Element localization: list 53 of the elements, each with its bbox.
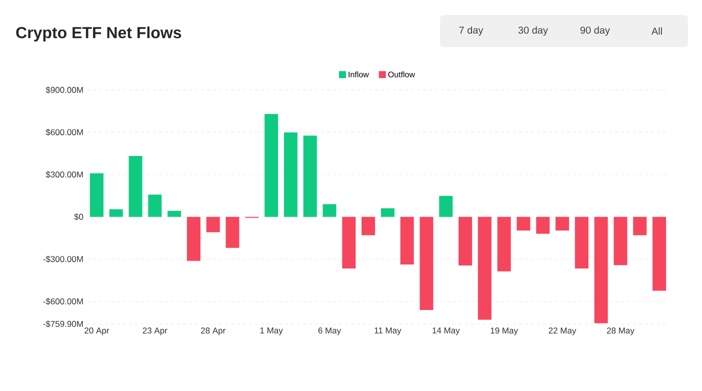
bar [380,208,394,217]
x-tick-label: 6 May [318,328,342,336]
x-tick-label: 28 May [606,328,634,336]
bar [128,156,142,217]
x-tick-label: 1 May [260,328,283,336]
bar [284,132,298,217]
bar [652,216,666,291]
bar [264,114,278,217]
text: 90 day [580,26,610,36]
bar [614,216,628,266]
bar [148,194,162,217]
bar [342,216,356,268]
bar [536,216,550,234]
y-tick-label: -$600.00M [43,298,83,305]
x-tick-label: 11 May [374,328,402,336]
bar [90,173,104,217]
bar [556,216,570,231]
bar [497,216,511,272]
bar [458,216,472,266]
y-tick-label: $0 [74,213,84,220]
bar [206,216,220,232]
bar [594,216,608,324]
bar [303,136,317,217]
y-tick-label: $600.00M [46,128,83,136]
bar [362,216,376,236]
x-tick-label: 22 May [548,328,576,336]
x-tick-label: 14 May [432,328,460,336]
bar [400,216,414,265]
bar [109,209,123,217]
y-tick-label: $900.00M [46,86,83,94]
bar [574,216,588,268]
x-tick-label: 19 May [490,328,518,336]
bar [516,216,530,231]
y-tick-label: $300.00M [46,171,83,178]
legend-label: Inflow [348,71,369,78]
y-tick-label: -$759.90M [43,320,83,328]
bar [186,216,200,261]
text: 30 day [518,26,548,36]
text: 7 day [459,26,484,36]
bar [168,210,182,217]
x-tick-label: 20 Apr [84,328,110,336]
bar [633,216,647,236]
bar [439,196,453,217]
bar [226,216,240,248]
bar [322,204,336,217]
x-tick-label: 28 Apr [201,328,226,336]
text: All [651,27,662,35]
chart-title: Crypto ETF Net Flows [16,26,182,42]
bar [420,216,434,310]
y-tick-label: -$300.00M [43,256,83,263]
x-tick-label: 23 Apr [142,328,168,336]
bar [478,216,492,320]
legend-label: Outflow [388,71,416,78]
